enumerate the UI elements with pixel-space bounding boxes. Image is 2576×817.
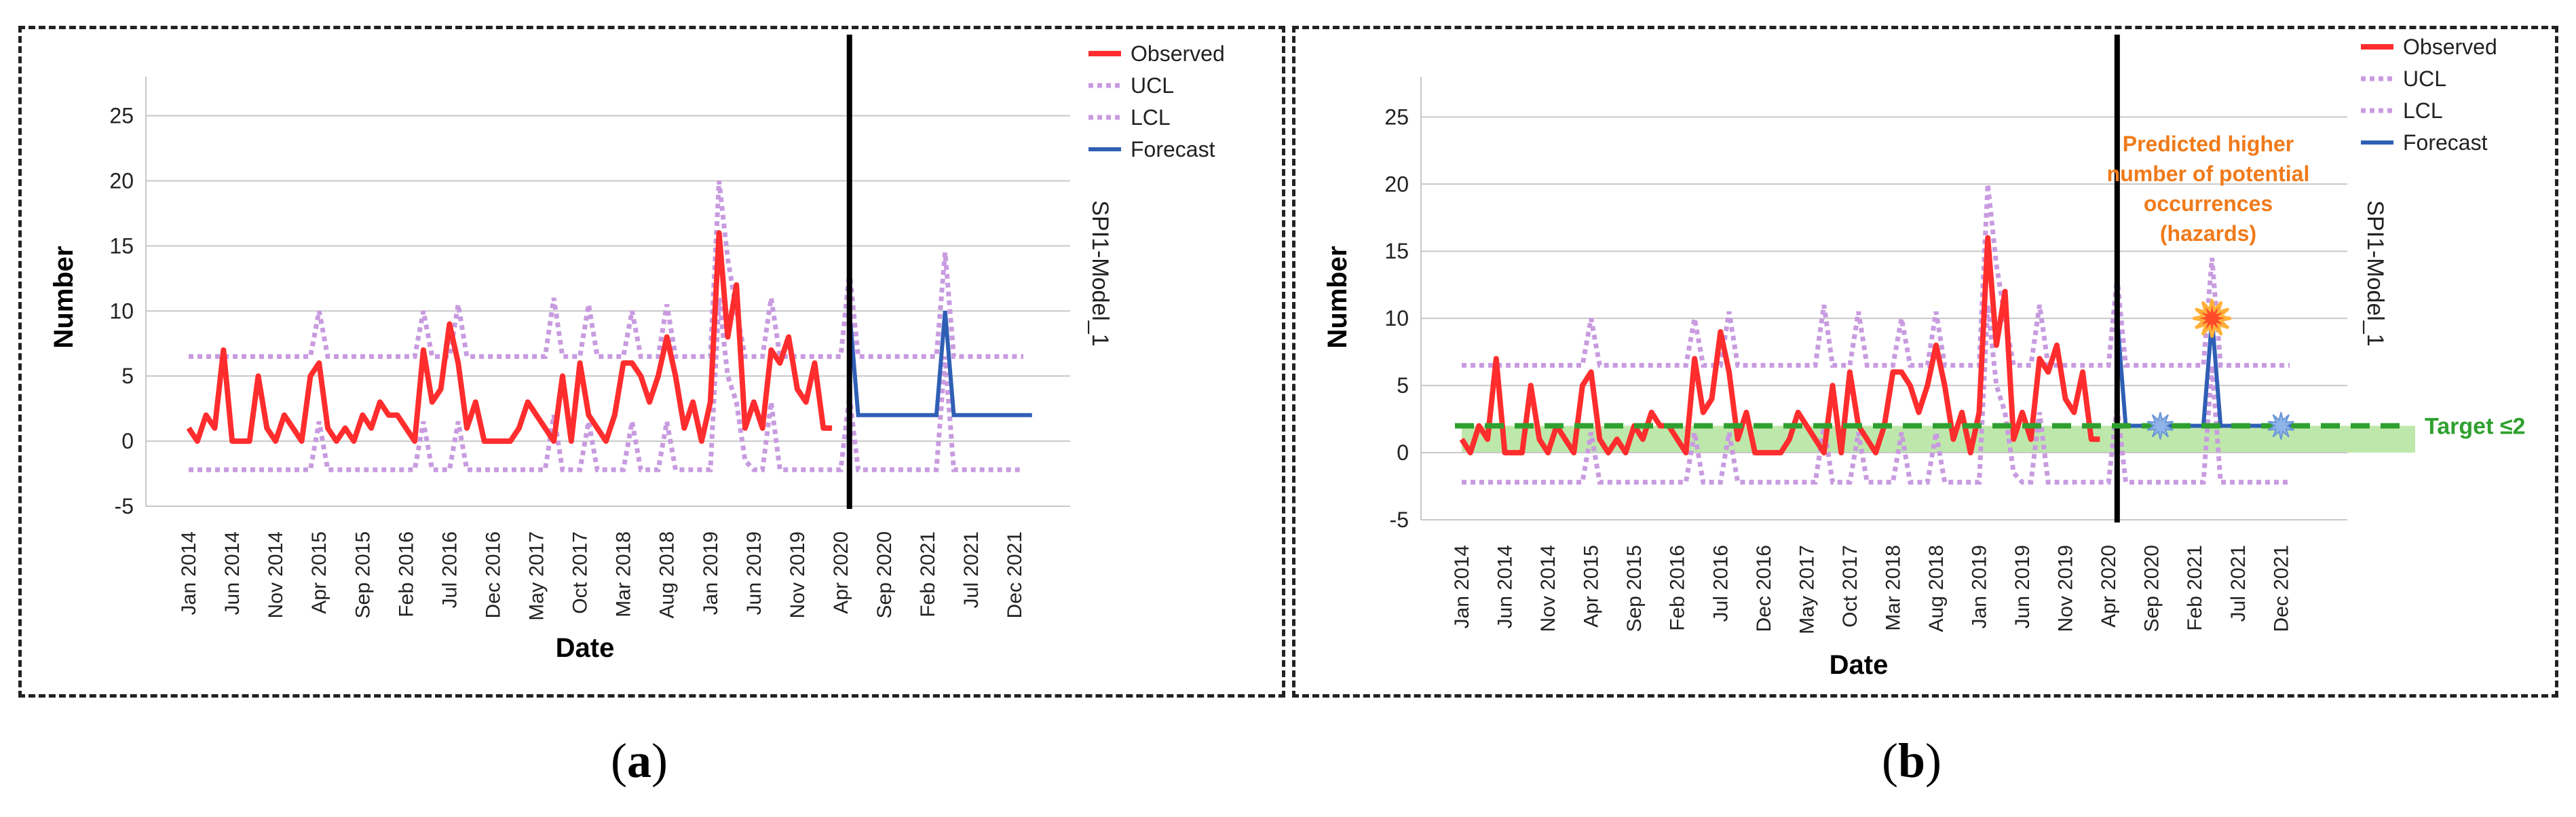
y-tick-label: 5 — [121, 364, 134, 388]
y-tick-label: 15 — [1384, 239, 1409, 263]
x-tick-label: Nov 2019 — [787, 531, 809, 618]
x-tick-label: Jul 2021 — [2227, 545, 2250, 622]
x-tick-label: Sep 2020 — [2141, 545, 2163, 632]
y-tick-label: 15 — [109, 233, 134, 258]
y-tick-label: 10 — [109, 299, 134, 323]
x-tick-label: Jul 2021 — [960, 531, 983, 608]
series-lcl — [189, 297, 1023, 472]
x-tick-label: Mar 2018 — [1882, 545, 1904, 631]
series-observed — [1459, 235, 2100, 456]
annotation-text: number of potential — [2107, 162, 2310, 186]
x-tick-label: Jun 2014 — [1494, 545, 1517, 628]
x-tick-label: Apr 2015 — [1580, 545, 1603, 628]
target-label: Target ≤2 — [2425, 413, 2525, 439]
x-tick-label: Dec 2021 — [2270, 545, 2292, 632]
x-axis-title: Date — [556, 633, 615, 663]
future-marker — [2146, 412, 2174, 440]
y-tick-label: 20 — [1384, 172, 1409, 196]
x-tick-label: May 2017 — [1796, 545, 1818, 634]
x-tick-label: Feb 2016 — [1667, 545, 1689, 631]
series-observed — [186, 230, 833, 444]
x-tick-label: Sep 2015 — [352, 531, 374, 618]
y-tick-label: -5 — [1390, 508, 1409, 532]
legend-label: LCL — [1131, 105, 1171, 130]
chart-a: -5 0 5 10 15 20 25 Jan 2014 Jun 2014 Nov 2014 Apr … — [49, 35, 1225, 663]
model-label: SPI1-Model_1 — [1087, 200, 1113, 346]
panel-a: -5 0 5 10 15 20 25 Jan 2014 Jun 2014 Nov 2014 Apr … — [18, 26, 1285, 698]
series-lcl — [1462, 305, 2290, 485]
legend-label: Observed — [2403, 35, 2497, 59]
x-tick-label: Apr 2020 — [830, 531, 852, 614]
series-ucl — [189, 180, 1023, 359]
y-tick-label: 5 — [1397, 373, 1409, 398]
caption-a: (a) — [611, 734, 668, 788]
y-tick-label: 20 — [109, 168, 134, 193]
x-tick-label: Nov 2019 — [2055, 545, 2077, 632]
x-tick-label: Jan 2019 — [700, 531, 722, 615]
legend-label: Forecast — [2403, 130, 2488, 155]
legend-label: Forecast — [1131, 137, 1215, 162]
x-tick-label: Apr 2020 — [2098, 545, 2120, 628]
y-tick-label: 25 — [1384, 104, 1409, 129]
x-tick-label: Dec 2016 — [1753, 545, 1775, 632]
x-tick-label: Jan 2019 — [1969, 545, 1991, 628]
x-tick-label: Oct 2017 — [569, 531, 592, 614]
y-tick-label: 0 — [121, 429, 134, 453]
legend-label: UCL — [1131, 73, 1174, 98]
caption-b: (b) — [1882, 734, 1942, 788]
chart-b: -5 0 5 10 15 20 25 Jan 2014 Jun 2014 Nov 2014 Apr … — [1323, 35, 2525, 680]
x-tick-label: Feb 2021 — [917, 531, 939, 618]
annotation-text: Predicted higher — [2123, 132, 2294, 156]
x-tick-label: Dec 2021 — [1004, 531, 1026, 618]
legend-label: LCL — [2403, 98, 2443, 123]
x-tick-label: Sep 2015 — [1623, 545, 1646, 632]
x-tick-label: Jan 2014 — [1451, 545, 1473, 628]
x-tick-label: Nov 2014 — [265, 531, 287, 618]
annotation-marker — [2193, 299, 2232, 338]
annotation-text: (hazards) — [2160, 221, 2256, 246]
series-ucl — [1462, 183, 2290, 368]
x-tick-label: Aug 2018 — [1925, 545, 1948, 632]
x-axis-title: Date — [1830, 650, 1889, 680]
x-tick-label: Sep 2020 — [873, 531, 896, 618]
y-tick-label: 25 — [109, 104, 134, 128]
panel-b: -5 0 5 10 15 20 25 Jan 2014 Jun 2014 Nov 2014 Apr … — [1292, 26, 2558, 698]
annotation-text: occurrences — [2144, 191, 2273, 216]
x-tick-label: Oct 2017 — [1839, 545, 1861, 628]
x-tick-label: Jul 2016 — [438, 531, 461, 608]
x-tick-label: Jul 2016 — [1709, 545, 1732, 622]
x-tick-label: Apr 2015 — [308, 531, 330, 614]
x-tick-label: Feb 2016 — [395, 531, 417, 618]
y-tick-label: -5 — [115, 494, 134, 518]
legend-label: UCL — [2403, 66, 2446, 91]
x-tick-label: May 2017 — [526, 531, 548, 621]
x-tick-label: Jun 2019 — [743, 531, 765, 615]
x-tick-label: Feb 2021 — [2184, 545, 2206, 631]
x-tick-label: Aug 2018 — [656, 531, 679, 618]
future-marker — [2267, 412, 2294, 440]
y-tick-label: 10 — [1384, 306, 1409, 330]
x-tick-label: Jun 2019 — [2011, 545, 2034, 628]
y-tick-label: 0 — [1397, 440, 1409, 465]
x-tick-label: Jan 2014 — [178, 531, 200, 615]
y-axis-title: Number — [49, 246, 79, 348]
x-tick-label: Dec 2016 — [482, 531, 504, 618]
legend-label: Observed — [1131, 41, 1225, 66]
y-axis-title: Number — [1323, 246, 1352, 348]
x-tick-label: Jun 2014 — [221, 531, 244, 615]
x-tick-label: Nov 2014 — [1537, 545, 1559, 632]
model-label: SPI1-Model_1 — [2362, 200, 2388, 346]
series-forecast — [847, 311, 1032, 417]
x-tick-label: Mar 2018 — [613, 531, 635, 618]
